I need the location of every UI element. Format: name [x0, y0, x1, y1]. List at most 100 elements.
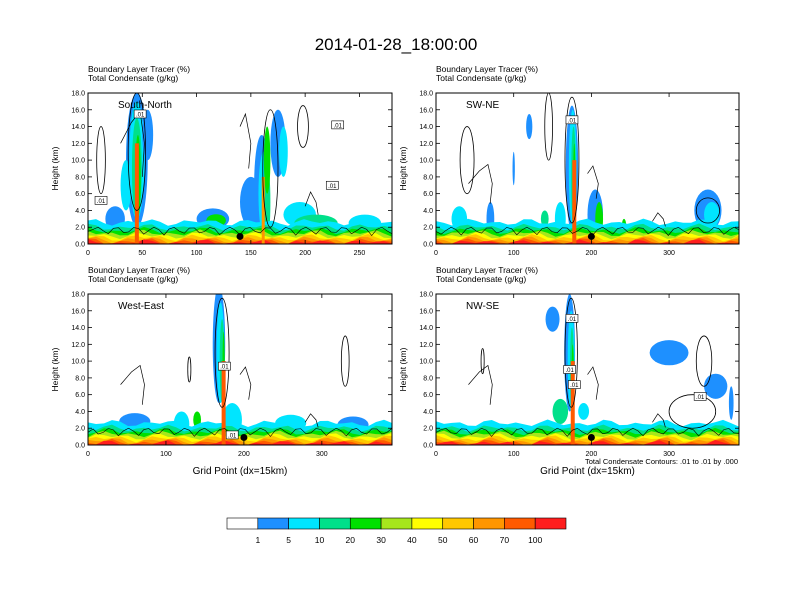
plot-frame — [87, 92, 393, 245]
colorbar-swatch — [504, 517, 536, 530]
plot-area: .01 .01 .01 .01 NW-SE — [436, 294, 739, 445]
x-tick-label: 150 — [245, 250, 257, 257]
x-tick-label: 0 — [86, 451, 90, 458]
condensate-contour — [436, 427, 739, 437]
tracer-region — [728, 386, 734, 420]
tracer-region — [552, 398, 569, 425]
y-tick-label: 12.0 — [419, 141, 433, 148]
y-axis-label: Height (km) — [398, 347, 408, 391]
y-tick-label: 8.0 — [75, 174, 85, 181]
x-tick-label: 100 — [508, 250, 520, 257]
location-marker — [587, 232, 595, 240]
condensate-contour — [480, 348, 485, 375]
location-marker — [236, 232, 244, 240]
contour-label-box — [218, 361, 231, 371]
y-tick-label: 2.0 — [75, 225, 85, 232]
y-tick-label: 18.0 — [71, 292, 85, 299]
colorbar-level-label: 5 — [286, 535, 291, 545]
plot-frame — [435, 293, 740, 446]
y-tick-label: 10.0 — [71, 158, 85, 165]
x-tick-label: 300 — [663, 451, 675, 458]
colorbar-level-label: 10 — [315, 535, 325, 545]
tracer-region — [545, 306, 560, 332]
y-tick-label: 6.0 — [75, 191, 85, 198]
condensate-contour — [587, 366, 599, 400]
y-tick-label: 16.0 — [71, 107, 85, 114]
colorbar-level-label: 50 — [438, 535, 448, 545]
updraft-core — [134, 143, 139, 244]
x-tick-label: 200 — [238, 451, 250, 458]
y-tick-label: 14.0 — [71, 124, 85, 131]
contour-label-box — [133, 109, 147, 119]
condensate-contour — [587, 165, 599, 199]
location-marker — [240, 433, 248, 441]
colorbar-level-label: 100 — [528, 535, 542, 545]
surface-band — [436, 239, 739, 244]
colorbar-swatch — [257, 517, 289, 530]
tracer-region — [512, 151, 515, 186]
figure-title: 2014-01-28_18:00:00 — [315, 35, 478, 54]
y-tick-label: 16.0 — [71, 308, 85, 315]
contour-label: .01 — [570, 383, 579, 389]
y-tick-label: 2.0 — [423, 426, 433, 433]
x-tick-label: 200 — [586, 250, 598, 257]
contour-label-box — [331, 120, 345, 130]
colorbar: 1 5 10 20 30 40 50 60 70 100 — [226, 517, 567, 545]
tracer-region — [704, 373, 728, 399]
panel-nw-se: Boundary Layer Tracer (%)Total Condensat… — [398, 265, 740, 477]
y-tick-label: 18.0 — [419, 292, 433, 299]
panel-title-line1: Boundary Layer Tracer (%) — [88, 265, 190, 275]
panel-title-line2: Total Condensate (g/kg) — [436, 73, 526, 83]
x-tick-label: 200 — [299, 250, 311, 257]
x-tick-label: 300 — [663, 250, 675, 257]
x-axis-label: Grid Point (dx=15km) — [193, 466, 288, 477]
x-tick-label: 0 — [434, 451, 438, 458]
y-tick-label: 8.0 — [75, 375, 85, 382]
colorbar-swatch — [226, 517, 259, 530]
plot-area: .01 SW-NE — [436, 93, 739, 244]
plot-frame — [435, 92, 740, 245]
tracer-region — [649, 340, 689, 366]
contour-label-box — [565, 115, 579, 125]
condensate-contour — [668, 394, 717, 429]
colorbar-swatch — [442, 517, 474, 530]
contour-label: .01 — [228, 433, 237, 439]
condensate-contour — [544, 93, 553, 161]
updraft-core — [572, 160, 577, 244]
contour-label-box — [563, 365, 576, 374]
x-tick-label: 50 — [138, 250, 146, 257]
panel-title-line2: Total Condensate (g/kg) — [88, 73, 178, 83]
contour-label-box — [94, 196, 108, 205]
condensate-contour — [304, 413, 319, 428]
colorbar-level-label: 60 — [469, 535, 479, 545]
colorbar-level-label: 1 — [255, 535, 260, 545]
contour-label: .01 — [334, 123, 343, 129]
updraft-core — [221, 361, 226, 445]
y-tick-label: 10.0 — [71, 359, 85, 366]
panel-label: South-North — [118, 100, 172, 111]
x-tick-label: 0 — [86, 250, 90, 257]
y-tick-label: 4.0 — [423, 409, 433, 416]
y-tick-label: 18.0 — [71, 91, 85, 98]
plot-background — [436, 294, 739, 445]
colorbar-swatch — [473, 517, 505, 530]
condensate-contour — [96, 126, 106, 195]
updraft-core — [570, 361, 575, 445]
plot-frame — [87, 293, 393, 446]
panel-title-line2: Total Condensate (g/kg) — [88, 274, 178, 284]
condensate-contour — [652, 212, 666, 227]
panel-label: SW-NE — [466, 100, 499, 111]
panel-title-line1: Boundary Layer Tracer (%) — [88, 64, 190, 74]
surface-band — [88, 238, 392, 244]
colorbar-level-label: 20 — [346, 535, 356, 545]
panel-west-east: Boundary Layer Tracer (%)Total Condensat… — [50, 265, 393, 477]
y-tick-label: 16.0 — [419, 107, 433, 114]
condensate-contour — [304, 191, 319, 215]
contour-label-box — [567, 380, 581, 389]
condensate-contour — [120, 364, 145, 405]
condensate-contour — [88, 427, 392, 437]
y-tick-label: 12.0 — [71, 141, 85, 148]
contour-label: .01 — [220, 365, 229, 371]
x-tick-label: 100 — [191, 250, 203, 257]
